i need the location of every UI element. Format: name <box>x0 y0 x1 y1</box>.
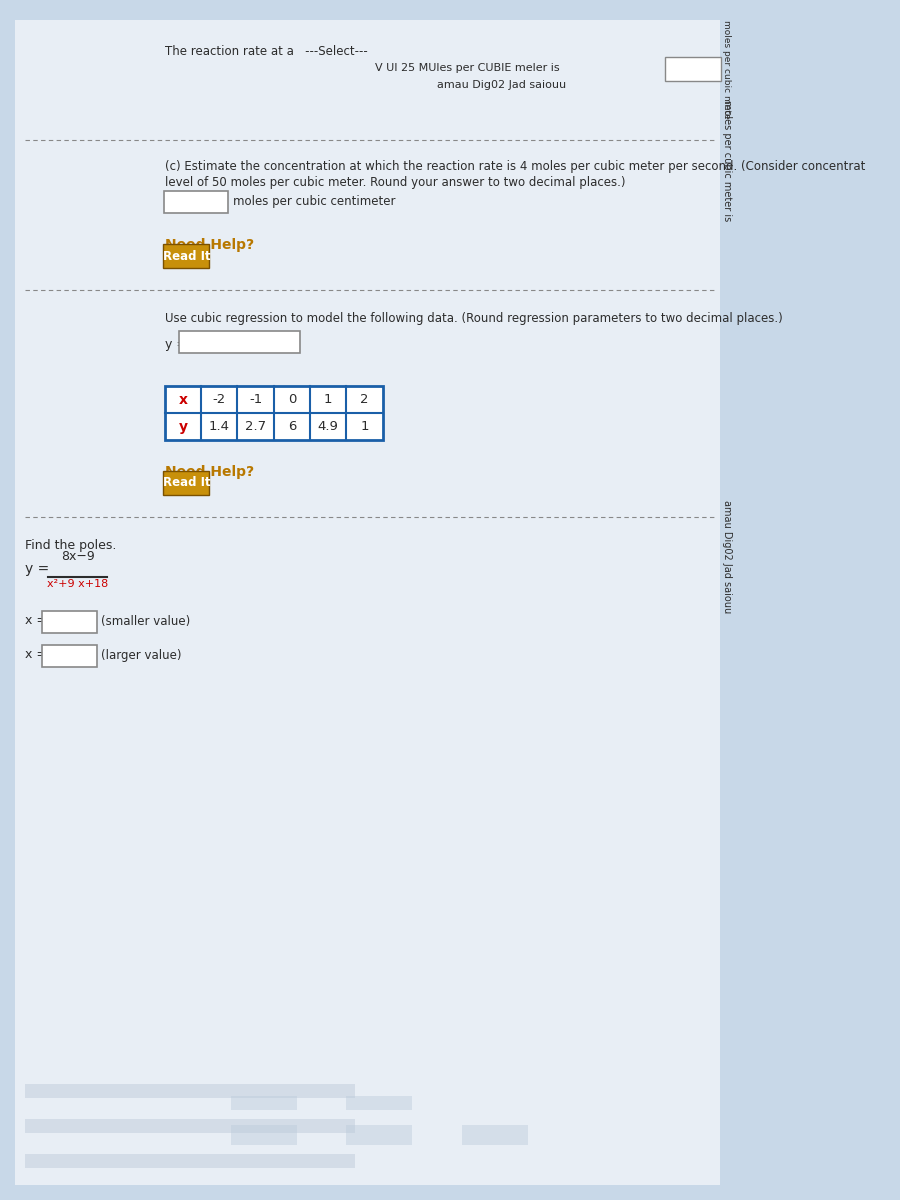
FancyBboxPatch shape <box>164 191 228 214</box>
Text: y: y <box>178 420 187 433</box>
Text: V UI 25 MUles per CUBIE meler is: V UI 25 MUles per CUBIE meler is <box>375 62 560 73</box>
Text: -1: -1 <box>249 392 262 406</box>
Text: Need Help?: Need Help? <box>165 238 254 252</box>
Text: (larger value): (larger value) <box>101 648 181 661</box>
Text: x: x <box>178 392 187 407</box>
Text: y =: y = <box>165 338 187 350</box>
Text: Read It: Read It <box>163 476 211 490</box>
Text: 4.9: 4.9 <box>318 420 338 433</box>
FancyBboxPatch shape <box>42 611 97 634</box>
FancyBboxPatch shape <box>24 1084 355 1098</box>
Text: 1: 1 <box>324 392 332 406</box>
Text: 0: 0 <box>288 392 296 406</box>
FancyBboxPatch shape <box>165 386 382 440</box>
Text: 8x−9: 8x−9 <box>60 550 94 563</box>
Text: 1: 1 <box>360 420 369 433</box>
Text: level of 50 moles per cubic meter. Round your answer to two decimal places.): level of 50 moles per cubic meter. Round… <box>165 176 626 188</box>
Text: x =: x = <box>24 614 47 628</box>
Text: x =: x = <box>24 648 47 661</box>
Text: The reaction rate at a   ---Select---: The reaction rate at a ---Select--- <box>165 44 368 58</box>
Text: 2: 2 <box>360 392 369 406</box>
FancyBboxPatch shape <box>14 20 720 1186</box>
FancyBboxPatch shape <box>179 331 300 353</box>
Text: -2: -2 <box>212 392 226 406</box>
Text: 2.7: 2.7 <box>245 420 266 433</box>
Text: y =: y = <box>24 562 49 576</box>
Text: (c) Estimate the concentration at which the reaction rate is 4 moles per cubic m: (c) Estimate the concentration at which … <box>165 160 865 173</box>
FancyBboxPatch shape <box>24 1118 355 1133</box>
FancyBboxPatch shape <box>665 56 721 80</box>
Text: moles per cubic centimeter: moles per cubic centimeter <box>232 196 395 209</box>
Text: moles per cubic mete: moles per cubic mete <box>723 19 732 119</box>
FancyBboxPatch shape <box>346 1096 412 1110</box>
Text: (smaller value): (smaller value) <box>101 614 190 628</box>
Text: x²+9 x+18: x²+9 x+18 <box>47 578 108 589</box>
Text: amau Dig02 Jad saiouu: amau Dig02 Jad saiouu <box>723 500 733 613</box>
FancyBboxPatch shape <box>346 1126 412 1145</box>
Text: moles per cubic meter is: moles per cubic meter is <box>723 100 733 221</box>
FancyBboxPatch shape <box>462 1126 527 1145</box>
FancyBboxPatch shape <box>163 244 210 268</box>
Text: amau Dig02 Jad saiouu: amau Dig02 Jad saiouu <box>437 80 566 90</box>
FancyBboxPatch shape <box>163 470 210 494</box>
Text: 1.4: 1.4 <box>209 420 230 433</box>
Text: Need Help?: Need Help? <box>165 464 254 479</box>
FancyBboxPatch shape <box>42 646 97 667</box>
Text: Use cubic regression to model the following data. (Round regression parameters t: Use cubic regression to model the follow… <box>165 312 783 325</box>
FancyBboxPatch shape <box>231 1096 297 1110</box>
Text: 6: 6 <box>288 420 296 433</box>
Text: Read It: Read It <box>163 250 211 263</box>
Text: Find the poles.: Find the poles. <box>24 539 116 552</box>
FancyBboxPatch shape <box>24 1154 355 1168</box>
FancyBboxPatch shape <box>231 1126 297 1145</box>
